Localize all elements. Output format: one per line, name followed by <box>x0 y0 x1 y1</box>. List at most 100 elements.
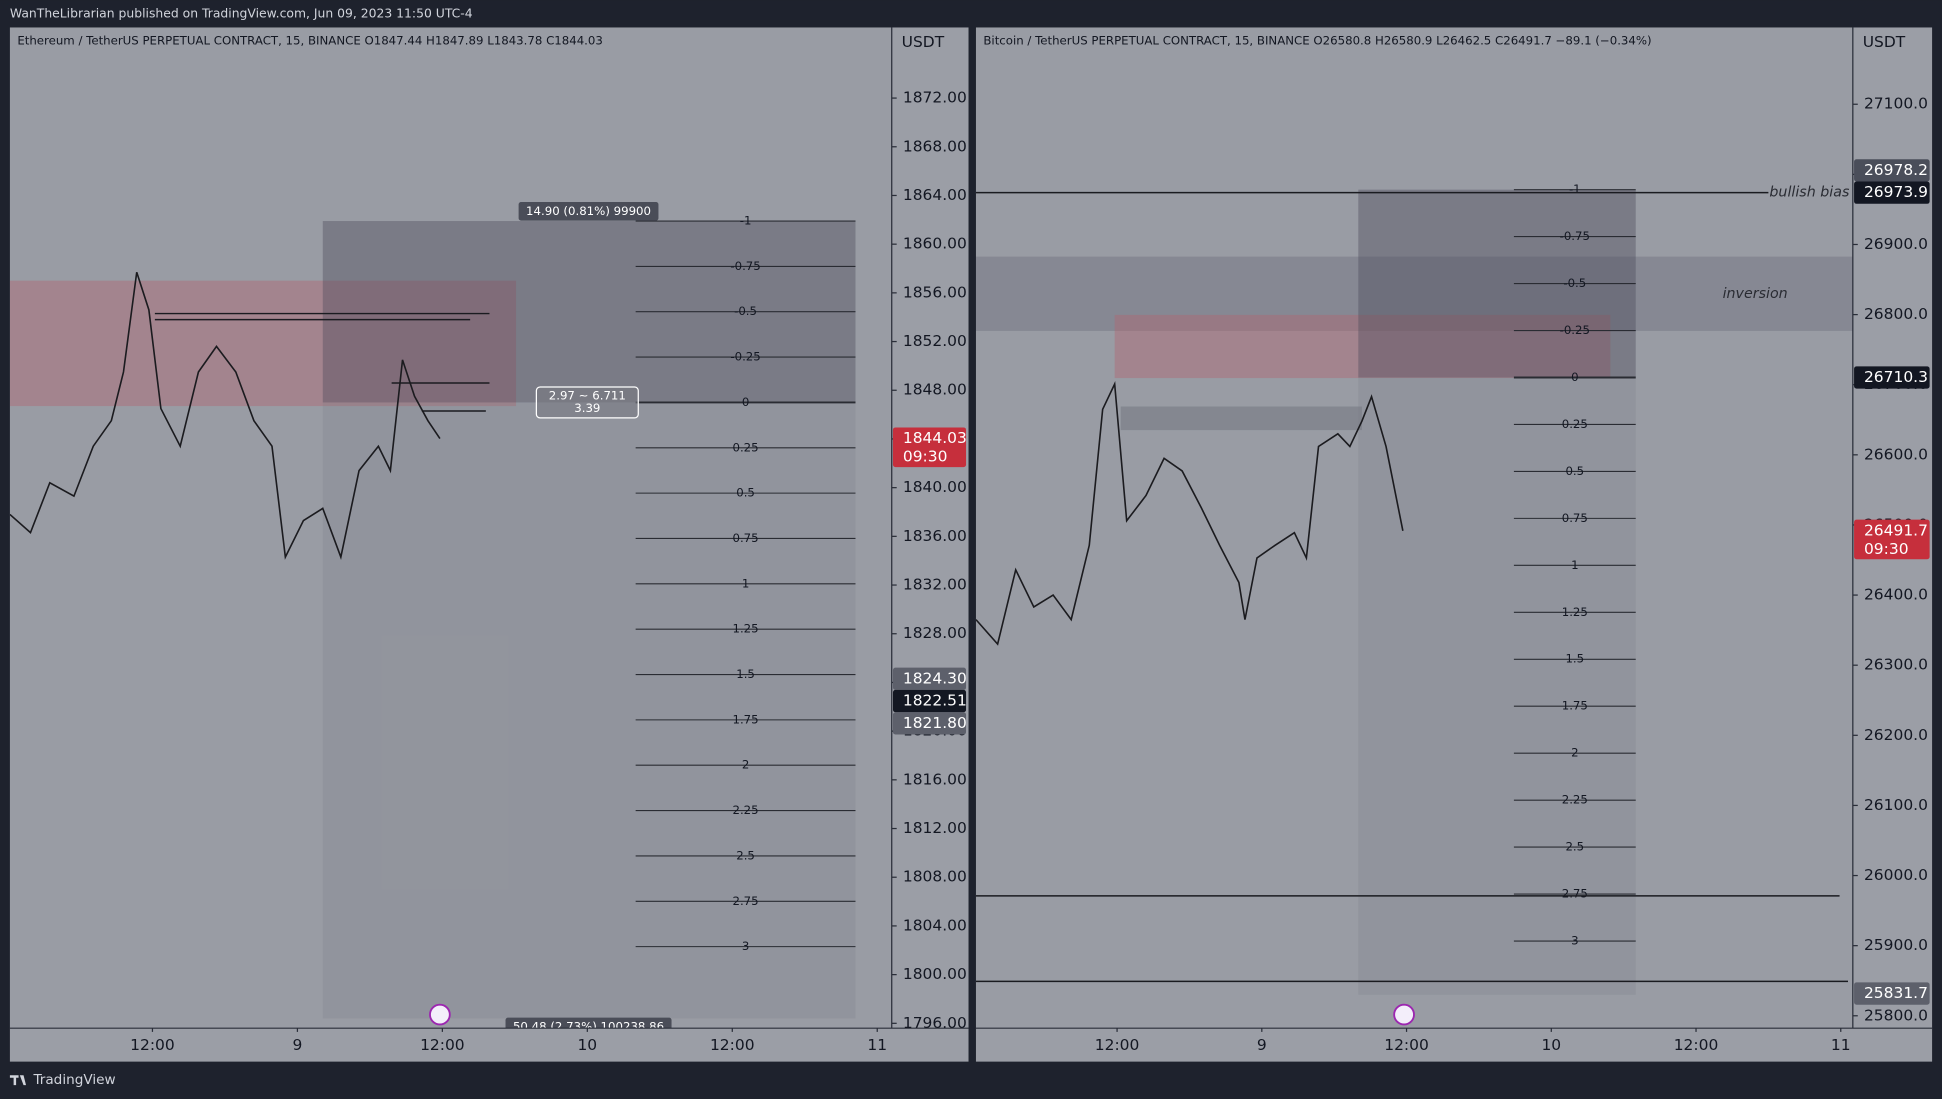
fib-label: 2 <box>742 758 749 772</box>
annotation: 50.48 (2.73%) 100238.86 <box>505 1017 672 1033</box>
y-tick-label: 26100.0 <box>1864 796 1928 814</box>
fib-label: 1.75 <box>1562 699 1588 713</box>
price-tag-countdown: 09:30 <box>903 448 948 466</box>
y-tick-label: 25900.0 <box>1864 936 1928 954</box>
x-tick-label: 12:00 <box>420 1036 465 1054</box>
fib-label: 0.5 <box>736 486 755 500</box>
y-axis-unit: USDT <box>1863 33 1906 51</box>
zone <box>975 256 1853 331</box>
fib-label: 1 <box>1571 558 1578 572</box>
fib-label: 0 <box>1571 370 1578 384</box>
price-tag-label: 26973.9 <box>1864 183 1928 201</box>
price-line <box>9 271 441 560</box>
price-tag <box>1854 982 1930 1005</box>
y-tick-label: 26600.0 <box>1864 445 1928 463</box>
annotation-box <box>505 1017 672 1029</box>
fib-label: 0 <box>742 395 749 409</box>
price-tag <box>892 689 967 713</box>
y-tick-label: 1856.00 <box>903 283 967 301</box>
zone <box>1120 406 1362 431</box>
fib-label: 2.5 <box>736 848 755 862</box>
symbol-title: Bitcoin / TetherUS PERPETUAL CONTRACT, 1… <box>983 34 1651 48</box>
fib-label: 2.75 <box>732 894 758 908</box>
panels: -1 -0.75 -0.5 -0.25 0 0.25 0.5 0.75 1 1.25 1.5 1.75… <box>9 27 1933 1062</box>
x-tick-label: 10 <box>1541 1036 1561 1054</box>
y-tick-label: 1812.00 <box>903 819 967 837</box>
y-tick-label: 26300.0 <box>1864 656 1928 674</box>
y-tick-label: 1848.00 <box>903 381 967 399</box>
x-tick-label: 12:00 <box>710 1036 755 1054</box>
annotation-text: 14.90 (0.81%) 99900 <box>526 204 651 218</box>
x-tick-label: 12:00 <box>130 1036 175 1054</box>
y-tick-label: 26200.0 <box>1864 726 1928 744</box>
y-tick-label: 26900.0 <box>1864 235 1928 253</box>
annotation-box <box>535 386 639 419</box>
y-tick-label: 1840.00 <box>903 478 967 496</box>
y-tick-label: 1852.00 <box>903 332 967 350</box>
annotation-box <box>518 202 659 221</box>
y-tick-label: 1832.00 <box>903 576 967 594</box>
price-tag-countdown: 09:30 <box>1864 540 1909 558</box>
fib-label: 0.75 <box>732 531 758 545</box>
price-tag-label: 26710.3 <box>1864 368 1928 386</box>
annotation-text: 50.48 (2.73%) 100238.86 <box>513 1019 664 1033</box>
y-tick-label: 1864.00 <box>903 186 967 204</box>
y-tick-label: 1872.00 <box>903 89 967 107</box>
publisher-line: WanTheLibrarian published on TradingView… <box>10 6 473 20</box>
replay-icon <box>429 1003 451 1026</box>
price-tag <box>892 667 967 690</box>
price-axis-background <box>891 27 969 1029</box>
brand: TradingView <box>32 1072 115 1088</box>
symbol-title: Ethereum / TetherUS PERPETUAL CONTRACT, … <box>17 34 603 48</box>
fib-label: 0.75 <box>1562 511 1588 525</box>
fib-label: -0.75 <box>730 259 760 273</box>
y-tick-label: 1868.00 <box>903 137 967 155</box>
fib-label: 0.25 <box>1562 417 1588 431</box>
time-axis-background <box>975 1028 1933 1062</box>
x-tick-label: 11 <box>867 1036 887 1054</box>
price-tag-label: 26491.7 <box>1864 521 1928 539</box>
fib-label: -0.75 <box>1560 229 1590 243</box>
price-tag-label: 25831.7 <box>1864 984 1928 1002</box>
fib-label: 1 <box>742 576 749 590</box>
y-tick-label: 1804.00 <box>903 916 967 934</box>
price-tag-label: 1821.80 <box>903 714 967 732</box>
fib-label: 0.5 <box>1565 464 1584 478</box>
price-tag <box>892 712 967 735</box>
fib-label: -1 <box>1569 182 1581 196</box>
plot-area: -1 -0.75 -0.5 -0.25 0 0.25 0.5 0.75 1 1.25 1.5 1.75… <box>975 182 1853 995</box>
fib-label: -0.25 <box>1560 323 1590 337</box>
fib-label: 1.5 <box>1565 652 1584 666</box>
price-tag-label: 1824.30 <box>903 669 967 687</box>
fib-label: 2.25 <box>732 803 758 817</box>
price-tag <box>1854 159 1930 182</box>
fib-label: 1.25 <box>1562 605 1588 619</box>
annotation-text: 3.39 <box>574 401 600 415</box>
price-line <box>975 381 1404 646</box>
plot-background <box>975 27 1853 1029</box>
fib-label: 3 <box>742 939 749 953</box>
fib-label: 1.5 <box>736 667 755 681</box>
x-tick-label: 9 <box>1257 1036 1267 1054</box>
fib-label: -0.25 <box>730 350 760 364</box>
y-tick-label: 1796.00 <box>903 1014 967 1032</box>
annotation: inversion <box>1723 286 1788 302</box>
y-tick-label: 1800.00 <box>903 965 967 983</box>
fib-box-lower <box>322 402 856 1019</box>
y-tick-label: 26000.0 <box>1864 866 1928 884</box>
fib-label: 2.5 <box>1565 840 1584 854</box>
replay-icon <box>1393 1003 1415 1026</box>
y-tick-label: 26400.0 <box>1864 586 1928 604</box>
y-tick-label: 1808.00 <box>903 868 967 886</box>
plot-background <box>9 27 892 1029</box>
fib-label: 2.25 <box>1562 793 1588 807</box>
fib-label: 0.25 <box>732 440 758 454</box>
fib-box-lower <box>1358 377 1636 995</box>
brand-logo <box>9 1075 27 1086</box>
fib-label: 1.25 <box>732 622 758 636</box>
price-tag-label: 1822.51 <box>903 692 967 710</box>
x-tick-label: 12:00 <box>1095 1036 1140 1054</box>
y-tick-label: 1828.00 <box>903 624 967 642</box>
